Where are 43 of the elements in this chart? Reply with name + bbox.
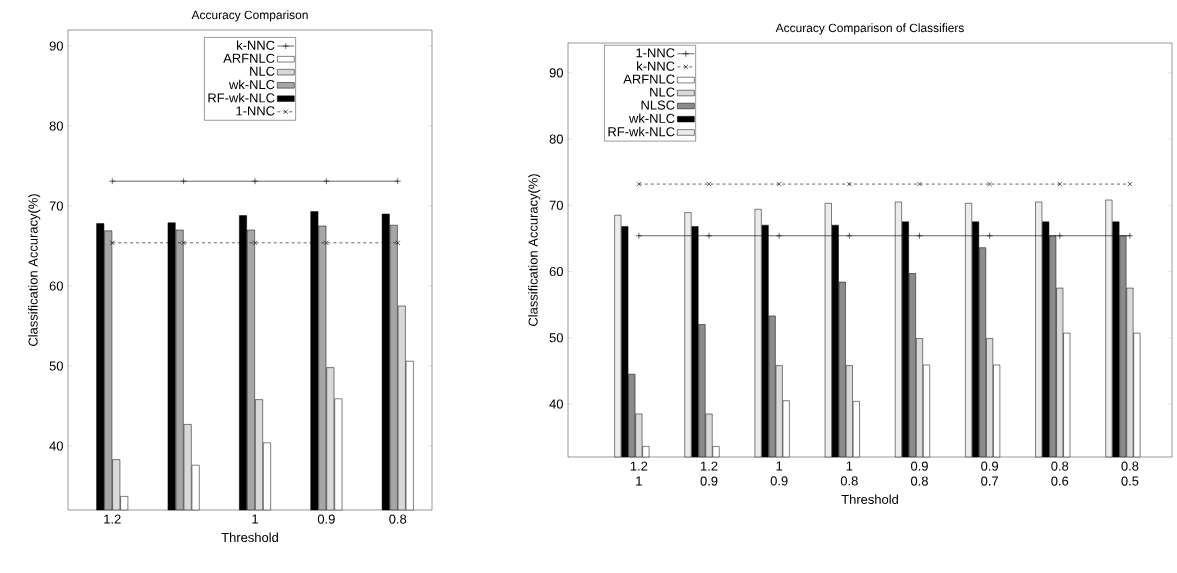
x-tick-label: 0.9 0.7 (981, 461, 999, 486)
y-tick-label: 80 (549, 134, 563, 144)
chart-title: Accuracy Comparison of Classifiers (775, 23, 964, 35)
legend-label: RF-wk-NLC (608, 126, 675, 137)
chart-title: Accuracy Comparison (191, 10, 308, 22)
y-tick-label: 50 (49, 361, 63, 371)
x-tick-label: 1 0.8 (840, 461, 858, 486)
x-axis-title: Threshold (221, 532, 278, 543)
y-axis-title: Classification Accuracy(%) (528, 174, 541, 326)
y-tick-label: 90 (549, 68, 563, 78)
legend-label: ARFNLC (223, 53, 275, 63)
legend-label: k-NNC (237, 40, 275, 50)
y-tick-label: 90 (49, 41, 63, 51)
x-tick-label: 1.2 (104, 514, 121, 524)
x-tick-label: 1.2 1 (630, 461, 648, 486)
legend-label: NLSC (641, 100, 675, 110)
y-tick-label: 60 (549, 266, 563, 277)
legend-label: k-NNC (637, 61, 675, 71)
x-tick-label: 0.8 (389, 514, 407, 524)
y-tick-label: 50 (549, 333, 563, 343)
x-tick-label: 0.9 (317, 514, 335, 524)
x-axis-title: Threshold (841, 494, 898, 504)
y-tick-label: 40 (549, 399, 563, 409)
legend-label: wk-NLC (629, 113, 675, 123)
legend-label: NLC (650, 87, 675, 97)
y-tick-label: 80 (49, 121, 63, 131)
y-tick-label: 60 (49, 281, 63, 291)
legend-label: 1-NNC (636, 48, 675, 58)
legend-label: ARFNLC (623, 74, 675, 84)
y-tick-label: 70 (49, 201, 63, 211)
legend-label: 1-NNC (236, 106, 275, 116)
y-tick-label: 40 (49, 441, 63, 451)
x-tick-label: 1.2 0.9 (700, 461, 718, 486)
x-tick-label: 0.8 0.6 (1051, 461, 1069, 486)
y-tick-label: 70 (549, 200, 563, 210)
legend-label: RF-wk-NLC (208, 92, 275, 103)
x-tick-label: 0.8 0.5 (1121, 461, 1139, 486)
legend-label: NLC (250, 66, 275, 76)
x-tick-label: 1 (252, 514, 258, 524)
x-tick-label: 0.9 0.8 (910, 461, 928, 486)
x-tick-label: 1 0.9 (770, 461, 788, 486)
legend-label: wk-NLC (228, 79, 275, 90)
y-axis-title: Classification Accuracy(%) (28, 194, 41, 346)
